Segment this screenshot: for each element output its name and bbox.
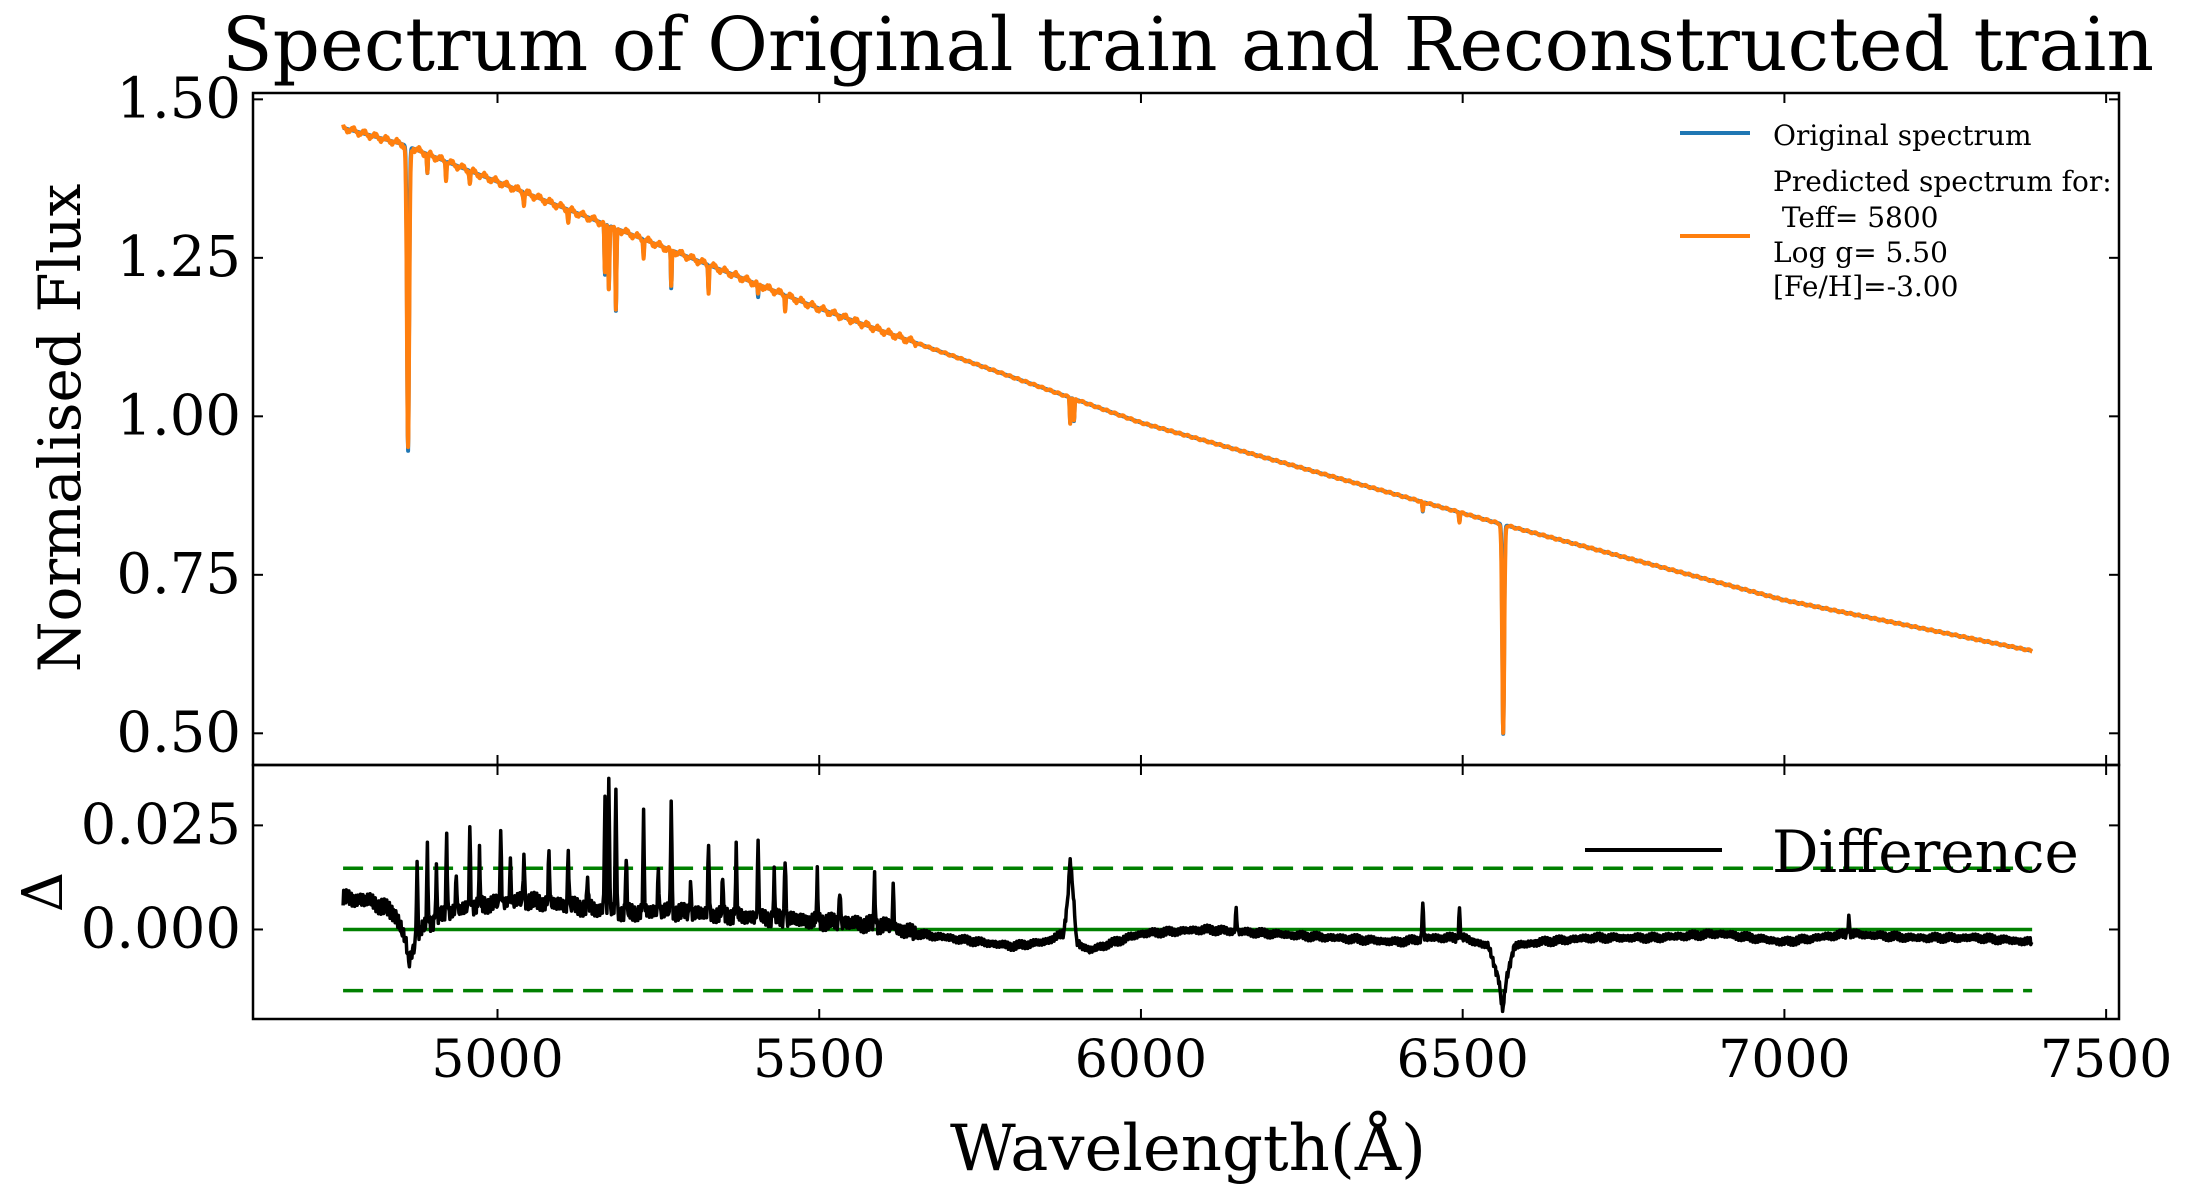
difference-line — [341, 776, 2034, 1014]
bottom-panel-ticks: 5000 5500 6000 6500 7000 7500 0.000 0.025 — [81, 765, 2172, 1090]
chart-title: Spectrum of Original train and Reconstru… — [222, 2, 2154, 88]
predicted-spectrum-line — [341, 123, 2034, 735]
x-tick-label: 7500 — [2040, 1030, 2172, 1090]
bottom-legend: Difference — [1585, 818, 2079, 886]
bottom-panel-frame — [251, 763, 2121, 1021]
y-tick-label: 1.00 — [116, 383, 241, 448]
top-legend: Original spectrum Predicted spectrum for… — [1680, 119, 2112, 303]
top-panel: 0.50 0.75 1.00 1.25 1.50 Normalised Flux Ori… — [26, 66, 2121, 767]
x-tick-label: 5000 — [431, 1030, 563, 1090]
legend-predicted-label-2: Teff= 5800 — [1773, 201, 1938, 234]
x-tick-label: 6500 — [1397, 1030, 1529, 1090]
y-tick-label: 0.50 — [116, 700, 241, 765]
xlabel: Wavelength(Å) — [950, 1111, 1426, 1186]
legend-original-label: Original spectrum — [1773, 119, 2032, 152]
y-tick-label: 0.000 — [81, 896, 241, 961]
y-tick-label: 1.25 — [116, 225, 241, 290]
x-tick-label: 6000 — [1075, 1030, 1207, 1090]
top-panel-spectra — [341, 123, 2034, 736]
top-panel-ticks: 0.50 0.75 1.00 1.25 1.50 — [116, 66, 2119, 765]
x-tick-label: 7000 — [1718, 1030, 1850, 1090]
y-tick-label: 1.50 — [116, 66, 241, 131]
bottom-ylabel: Δ — [11, 872, 76, 912]
legend-predicted-label-4: [Fe/H]=-3.00 — [1773, 270, 1958, 303]
bottom-panel: 5000 5500 6000 6500 7000 7500 0.000 0.025 Δ Wav… — [11, 763, 2172, 1186]
y-tick-label: 0.75 — [116, 542, 241, 607]
y-tick-label: 0.025 — [81, 792, 241, 857]
legend-predicted-label-3: Log g= 5.50 — [1773, 236, 1948, 269]
top-ylabel: Normalised Flux — [26, 184, 94, 673]
legend-predicted-label-1: Predicted spectrum for: — [1773, 165, 2112, 198]
legend-difference-label: Difference — [1772, 818, 2079, 886]
x-tick-label: 5500 — [753, 1030, 885, 1090]
